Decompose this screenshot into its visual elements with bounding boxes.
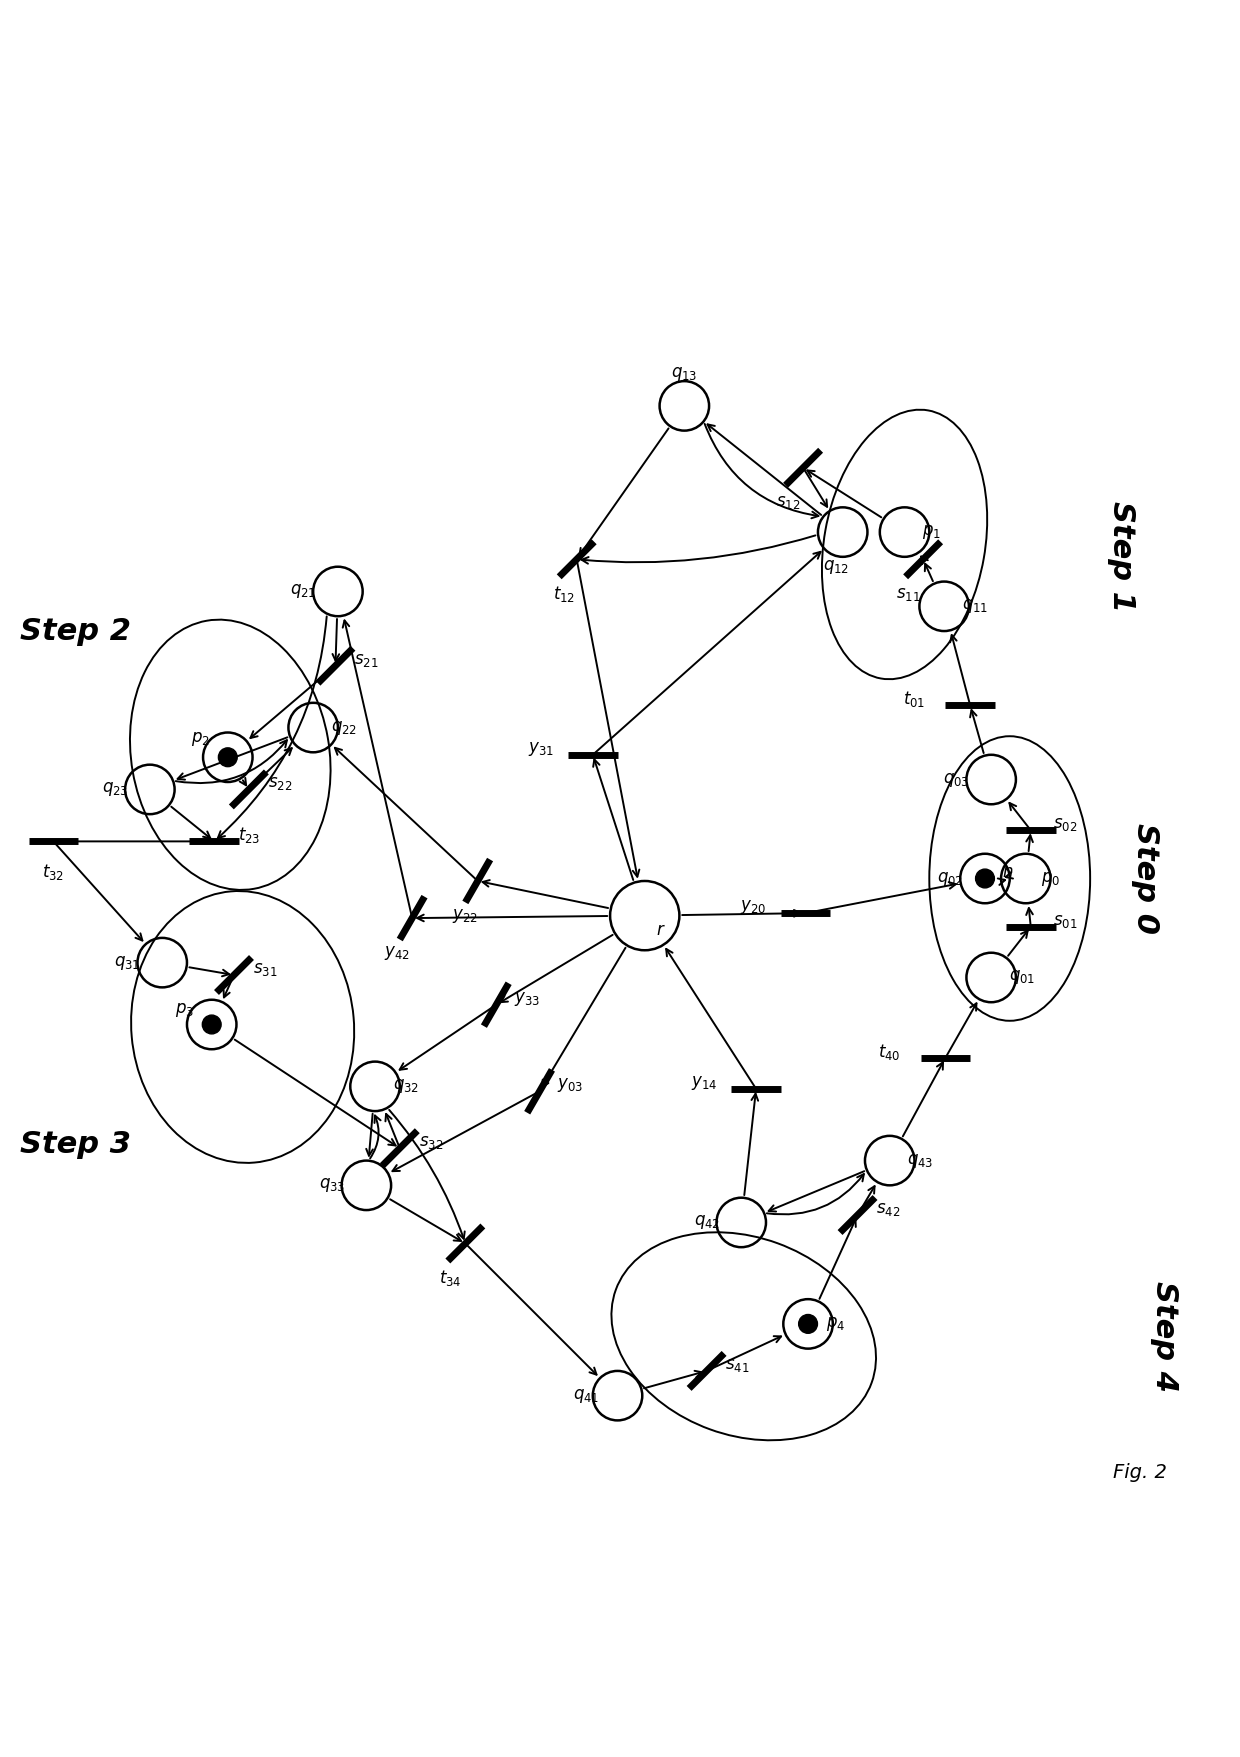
Text: $q_{12}$: $q_{12}$ xyxy=(823,557,849,576)
Circle shape xyxy=(976,870,994,887)
Text: Step 1: Step 1 xyxy=(1106,501,1136,613)
Text: $s_{22}$: $s_{22}$ xyxy=(268,775,291,792)
Text: $y_{14}$: $y_{14}$ xyxy=(691,1074,717,1091)
Text: $p_3$: $p_3$ xyxy=(175,1001,193,1019)
Text: $y_{03}$: $y_{03}$ xyxy=(558,1075,584,1095)
Text: Step 0: Step 0 xyxy=(1131,822,1161,935)
Text: $y_{22}$: $y_{22}$ xyxy=(453,907,479,924)
Text: $q_{33}$: $q_{33}$ xyxy=(319,1177,345,1195)
Text: $y_{33}$: $y_{33}$ xyxy=(515,989,541,1007)
Text: $q_{03}$: $q_{03}$ xyxy=(944,771,970,789)
Text: $t_{32}$: $t_{32}$ xyxy=(42,863,64,882)
Text: $q_{22}$: $q_{22}$ xyxy=(331,719,357,736)
Text: $r$: $r$ xyxy=(656,921,666,940)
Text: $t_{12}$: $t_{12}$ xyxy=(553,583,575,604)
Text: $p_1$: $p_1$ xyxy=(923,524,941,541)
Text: Fig. 2: Fig. 2 xyxy=(1112,1464,1167,1481)
Text: $q_{42}$: $q_{42}$ xyxy=(693,1214,719,1232)
Text: $q_{21}$: $q_{21}$ xyxy=(290,583,316,601)
Text: $s_{01}$: $s_{01}$ xyxy=(1053,912,1078,929)
Text: $y_{31}$: $y_{31}$ xyxy=(528,740,554,757)
Text: $y_{20}$: $y_{20}$ xyxy=(740,898,766,915)
Text: Step 4: Step 4 xyxy=(1149,1281,1179,1392)
Text: Step 3: Step 3 xyxy=(20,1130,131,1160)
Text: $p_2$: $p_2$ xyxy=(191,729,210,748)
Circle shape xyxy=(218,748,237,766)
Text: $q_{01}$: $q_{01}$ xyxy=(1009,968,1035,986)
Text: $q_{31}$: $q_{31}$ xyxy=(114,954,141,972)
Text: $q_{11}$: $q_{11}$ xyxy=(962,597,988,615)
Text: $n$: $n$ xyxy=(1002,863,1013,882)
Text: Step 2: Step 2 xyxy=(20,617,131,645)
Text: $t_{34}$: $t_{34}$ xyxy=(439,1269,461,1288)
Text: $q_{43}$: $q_{43}$ xyxy=(908,1151,934,1170)
Text: $s_{12}$: $s_{12}$ xyxy=(776,494,801,511)
Text: $s_{21}$: $s_{21}$ xyxy=(355,650,378,668)
Circle shape xyxy=(799,1314,817,1334)
Text: $q_{02}$: $q_{02}$ xyxy=(937,870,963,887)
Text: $s_{02}$: $s_{02}$ xyxy=(1053,815,1078,833)
Circle shape xyxy=(202,1016,221,1033)
Text: $s_{11}$: $s_{11}$ xyxy=(897,585,920,603)
Text: $p_0$: $p_0$ xyxy=(1040,870,1060,887)
Text: $y_{42}$: $y_{42}$ xyxy=(384,944,410,961)
Text: $t_{23}$: $t_{23}$ xyxy=(238,826,260,845)
Text: $q_{41}$: $q_{41}$ xyxy=(573,1386,600,1404)
Text: $s_{32}$: $s_{32}$ xyxy=(419,1133,443,1151)
Text: $p_4$: $p_4$ xyxy=(826,1314,844,1334)
Text: $s_{31}$: $s_{31}$ xyxy=(253,959,277,979)
Text: $q_{23}$: $q_{23}$ xyxy=(102,780,129,798)
Text: $s_{41}$: $s_{41}$ xyxy=(725,1356,750,1374)
Text: $t_{01}$: $t_{01}$ xyxy=(903,689,925,710)
Text: $q_{32}$: $q_{32}$ xyxy=(393,1077,419,1095)
Text: $s_{42}$: $s_{42}$ xyxy=(877,1200,900,1218)
Text: $q_{13}$: $q_{13}$ xyxy=(671,365,698,383)
Text: $t_{40}$: $t_{40}$ xyxy=(878,1042,901,1061)
